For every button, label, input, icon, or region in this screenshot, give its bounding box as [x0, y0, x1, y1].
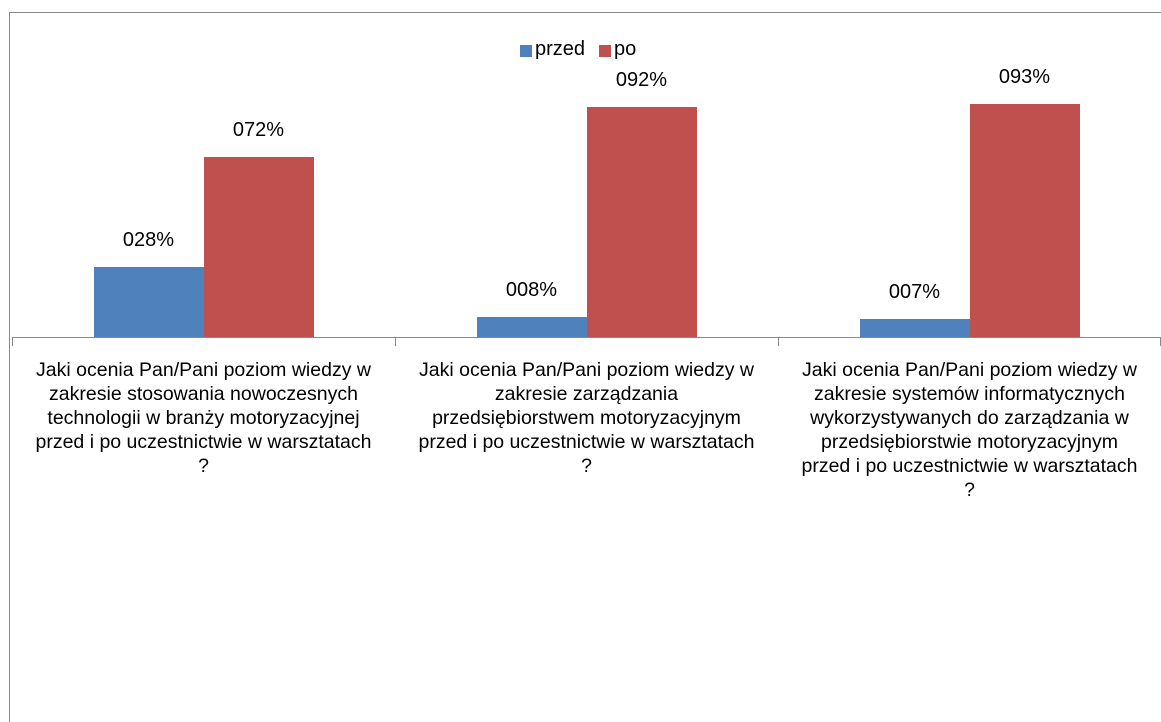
bar: [969, 104, 1080, 337]
chart-frame: [9, 12, 1161, 722]
value-label: 028%: [122, 228, 175, 251]
bar: [586, 106, 697, 337]
legend-swatch: [599, 45, 611, 57]
category-label: Jaki ocenia Pan/Pani poziom wiedzy w zak…: [801, 359, 1138, 501]
value-label: 093%: [998, 66, 1051, 89]
bar: [203, 156, 314, 337]
category-separator: [395, 337, 396, 346]
category-separator: [778, 337, 779, 346]
legend-swatch: [520, 45, 532, 57]
value-label: 092%: [615, 68, 668, 91]
category-label: Jaki ocenia Pan/Pani poziom wiedzy w zak…: [35, 359, 372, 477]
value-label: 072%: [232, 118, 285, 141]
category-separator: [12, 337, 13, 346]
bar: [476, 316, 587, 337]
bar: [93, 266, 204, 337]
category-label: Jaki ocenia Pan/Pani poziom wiedzy w zak…: [418, 359, 755, 477]
bar: [859, 319, 970, 337]
x-axis: [12, 337, 1161, 338]
legend-label: przed: [535, 38, 586, 60]
value-label: 007%: [888, 281, 941, 304]
value-label: 008%: [505, 278, 558, 301]
legend-label: po: [614, 38, 637, 60]
